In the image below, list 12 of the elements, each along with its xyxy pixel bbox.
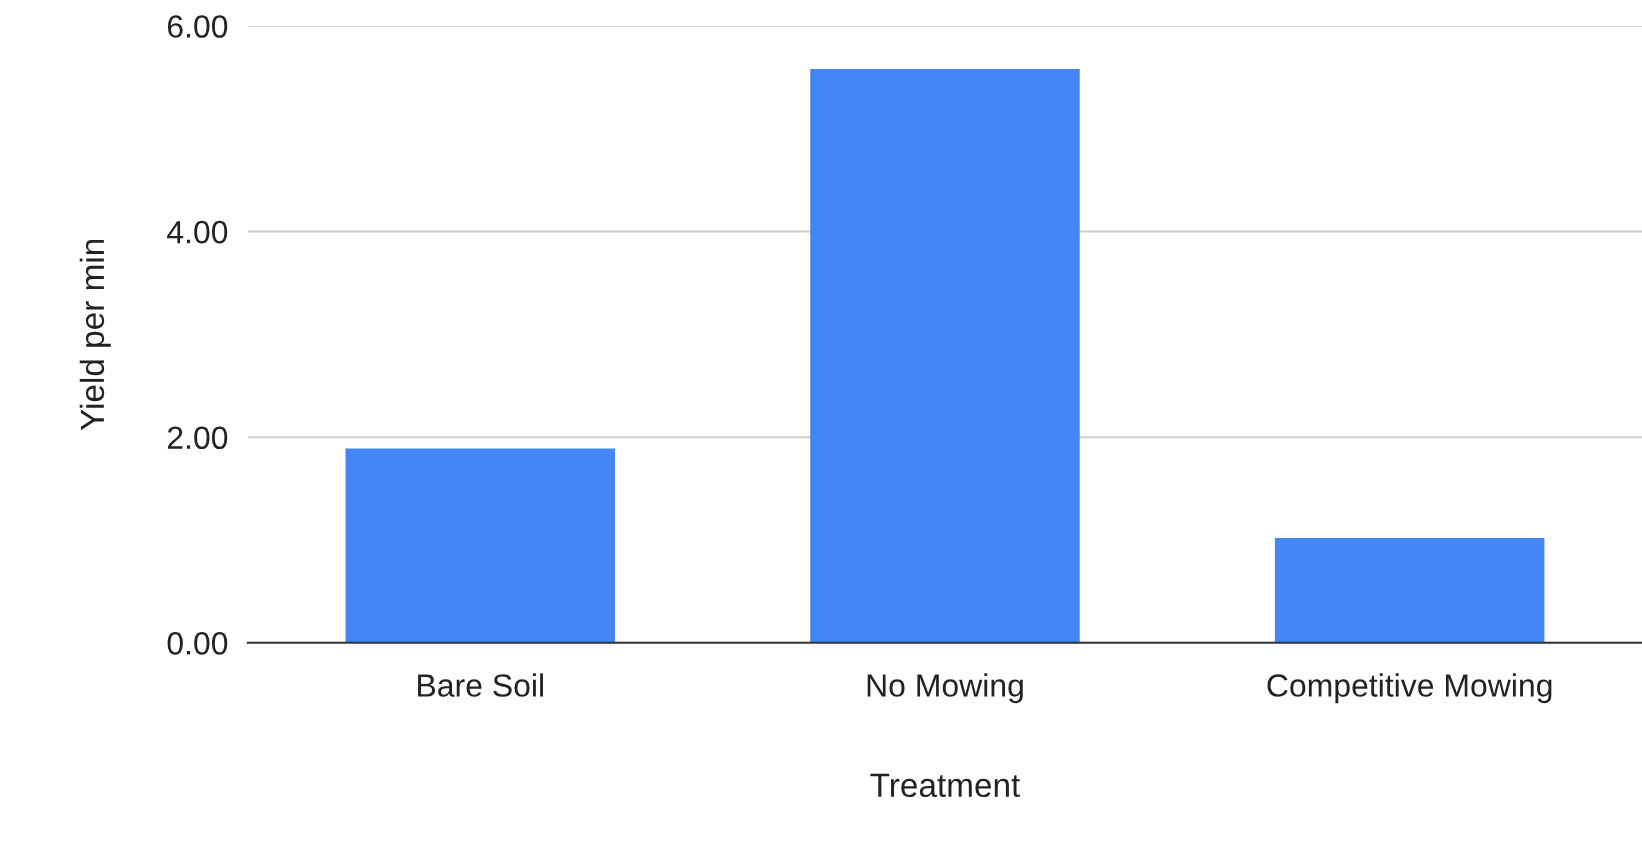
x-tick-label: No Mowing	[867, 673, 1023, 704]
x-tick-label: Competitive Mowing	[1267, 673, 1552, 704]
y-axis-title: Yield per min	[79, 239, 111, 431]
x-axis-title: Treatment	[870, 773, 1021, 798]
y-tick-label: 2.00	[167, 426, 228, 450]
y-tick-label: 0.00	[167, 632, 228, 655]
x-tick-label: Bare Soil	[418, 673, 543, 697]
y-tick-label: 4.00	[167, 220, 228, 244]
y-tick-label: 6.00	[167, 15, 228, 38]
bar	[1274, 537, 1545, 643]
bar	[345, 448, 616, 643]
bar	[810, 69, 1080, 643]
